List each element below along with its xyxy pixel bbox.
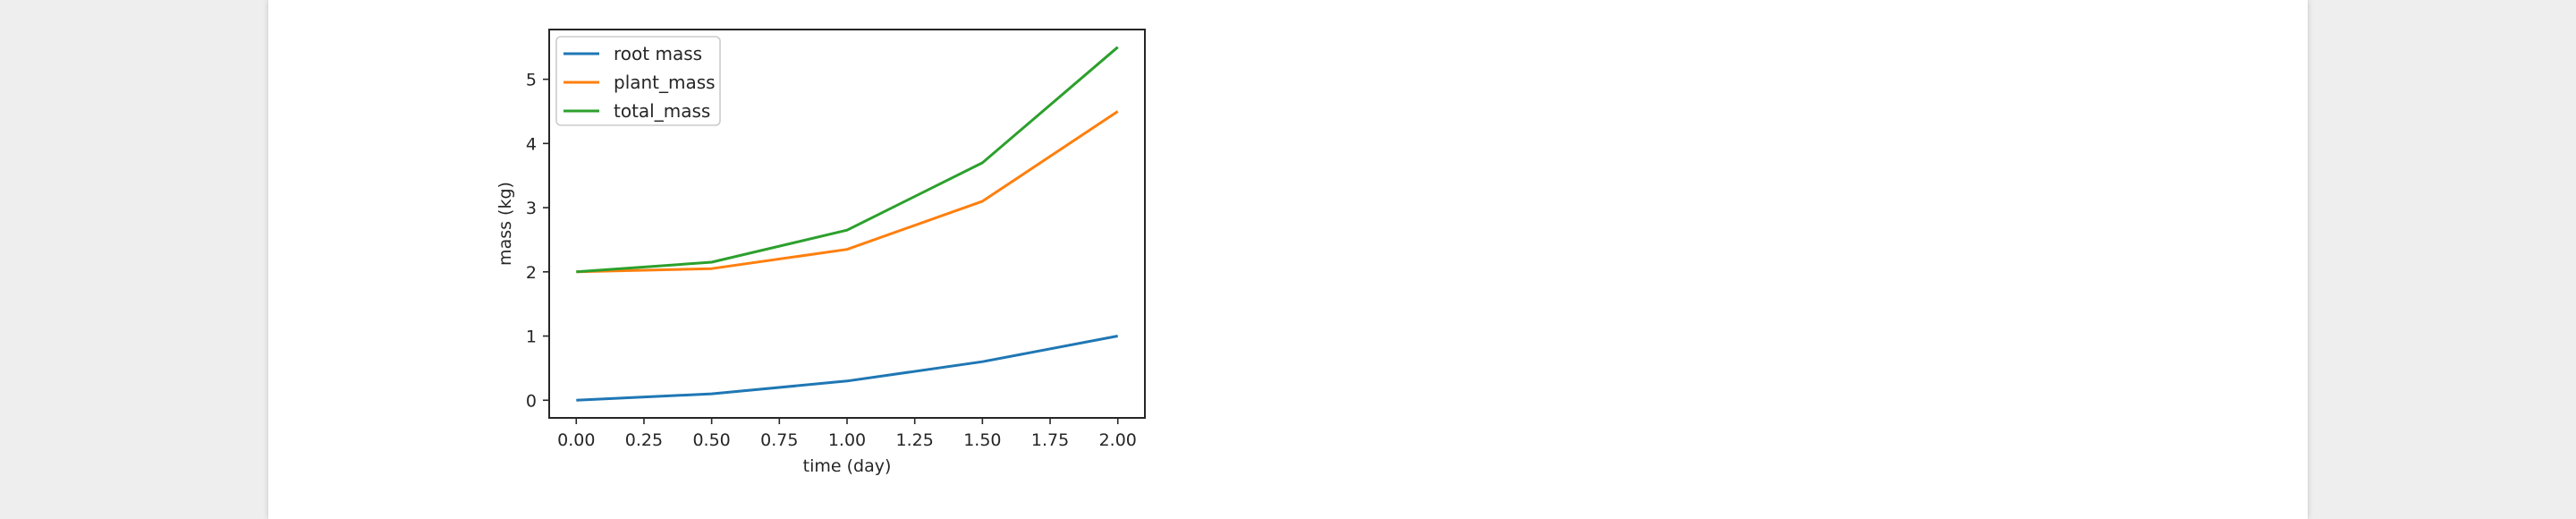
legend-label: root mass (614, 43, 702, 64)
x-tick-label: 0.00 (557, 430, 595, 450)
legend-box (555, 36, 721, 126)
series-lines (576, 46, 1119, 402)
axis-ticks: 0.00 0.25 0.50 0.75 1.00 1.25 1.50 1.75 2.00 0 1 2 3… (526, 71, 1137, 450)
x-tick-label: 1.75 (1031, 430, 1069, 450)
series-line-root-mass (576, 335, 1118, 402)
x-axis-label: time (day) (803, 456, 892, 476)
x-tick-label: 1.25 (896, 430, 934, 450)
y-tick-label: 3 (526, 199, 537, 218)
x-tick-label: 1.50 (963, 430, 1001, 450)
x-tick-label: 1.00 (828, 430, 866, 450)
x-tick-label: 0.50 (692, 430, 730, 450)
series-line-total-mass (576, 46, 1119, 274)
plot-area-frame (548, 29, 1146, 419)
series-line-plant-mass (576, 110, 1119, 274)
legend: root mass plant_mass total_mass (555, 36, 721, 126)
y-tick-label: 1 (526, 328, 537, 347)
legend-label: plant_mass (614, 72, 716, 93)
y-tick-label: 0 (526, 391, 537, 411)
y-tick-label: 2 (526, 263, 537, 283)
x-tick-label: 0.75 (760, 430, 798, 450)
x-tick-label: 0.25 (625, 430, 663, 450)
y-tick-label: 5 (526, 71, 537, 90)
x-tick-label: 2.00 (1099, 430, 1137, 450)
legend-label: total_mass (614, 100, 710, 122)
y-tick-label: 4 (526, 134, 537, 154)
y-axis-label: mass (kg) (496, 182, 515, 266)
